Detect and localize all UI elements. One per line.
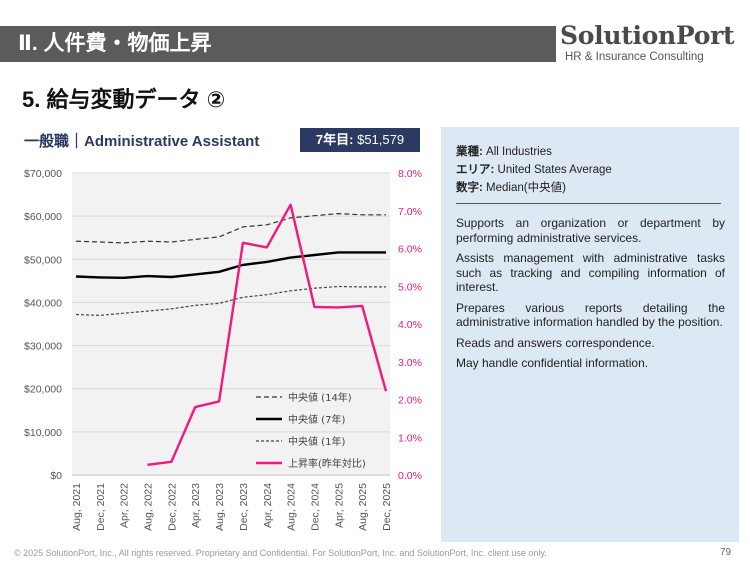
x-tick-label: Dec, 2021 [95,483,107,531]
x-tick-label: Apr, 2022 [119,483,131,528]
legend-label: 上昇率(昨年対比) [288,457,366,470]
panel-divider [456,203,721,204]
y-right-tick-label: 5.0% [398,281,422,293]
x-tick-label: Dec, 2024 [309,483,321,531]
series-line [75,251,386,280]
y-right-tick-label: 7.0% [398,206,422,218]
y-right-tick-label: 0.0% [398,470,422,482]
meta-industry: 業種: All Industries [456,146,552,158]
y-left-tick-label: $60,000 [24,211,62,223]
x-tick-label: Apr, 2025 [333,483,345,528]
legend-label: 中央値 (14年) [288,391,352,404]
x-tick-label: Aug, 2024 [286,483,298,531]
section-title: 5. 給与変動データ ② [22,87,226,112]
y-right-tick-label: 4.0% [398,319,422,331]
y-left-tick-label: $20,000 [24,384,62,396]
legend-label: 中央値 (7年) [288,413,345,426]
description-item: Assists management with administrative t… [456,251,725,294]
meta-area: エリア: United States Average [456,164,612,176]
page-number: 79 [720,547,732,558]
brand-name: SolutionPort [560,21,735,50]
legend-label: 中央値 (1年) [288,435,345,448]
x-tick-label: Aug, 2022 [143,483,155,531]
series-line [75,212,386,244]
description-item: Reads and answers correspondence. [456,335,655,350]
x-tick-label: Apr, 2024 [262,483,274,528]
x-tick-label: Dec, 2025 [381,483,393,531]
brand-logo: SolutionPort HR & Insurance Consulting [560,22,740,64]
y-left-tick-label: $0 [50,470,62,482]
footer-copyright: © 2025 SolutionPort, Inc., All rights re… [14,548,547,558]
year7-badge: 7年目: $51,579 [300,128,420,152]
description-item: Supports an organization or department b… [456,216,725,245]
chart-title: 一般職｜Administrative Assistant [24,133,260,150]
description-item: Prepares various reports detailing the a… [456,300,725,330]
x-tick-label: Aug, 2021 [71,483,83,531]
brand-subtitle: HR & Insurance Consulting [565,51,704,63]
y-right-tick-label: 3.0% [398,357,422,369]
y-left-tick-label: $40,000 [24,297,62,309]
y-right-tick-label: 1.0% [398,432,422,444]
y-right-tick-label: 2.0% [398,395,422,407]
header-bar: Ⅱ. 人件費・物価上昇 [0,26,556,62]
y-left-tick-label: $30,000 [24,341,62,353]
y-left-tick-label: $50,000 [24,254,62,266]
x-tick-label: Apr, 2023 [190,483,202,528]
description-item: May handle confidential information. [456,356,649,370]
x-tick-label: Dec, 2023 [238,483,250,531]
info-panel: 業種: All Industries エリア: United States Av… [441,127,739,542]
x-tick-label: Dec, 2022 [166,483,178,531]
series-line [75,285,386,316]
meta-number: 数字: Median(中央値) [456,182,566,194]
series-line [147,203,388,466]
y-left-tick-label: $70,000 [24,168,62,180]
y-right-tick-label: 6.0% [398,244,422,256]
header-title: Ⅱ. 人件費・物価上昇 [18,32,212,55]
badge-label: 7年目: [315,132,354,147]
salary-chart: $0 $10,000 $20,000 $30,000 $40,000 $50,000 $60… [24,168,422,531]
y-right-tick-label: 8.0% [398,168,422,180]
x-tick-label: Aug, 2023 [214,483,226,531]
badge-value: $51,579 [357,132,405,147]
y-left-tick-label: $10,000 [24,427,62,439]
x-tick-label: Aug, 2025 [357,483,369,531]
description-list: Supports an organization or department b… [456,216,725,371]
